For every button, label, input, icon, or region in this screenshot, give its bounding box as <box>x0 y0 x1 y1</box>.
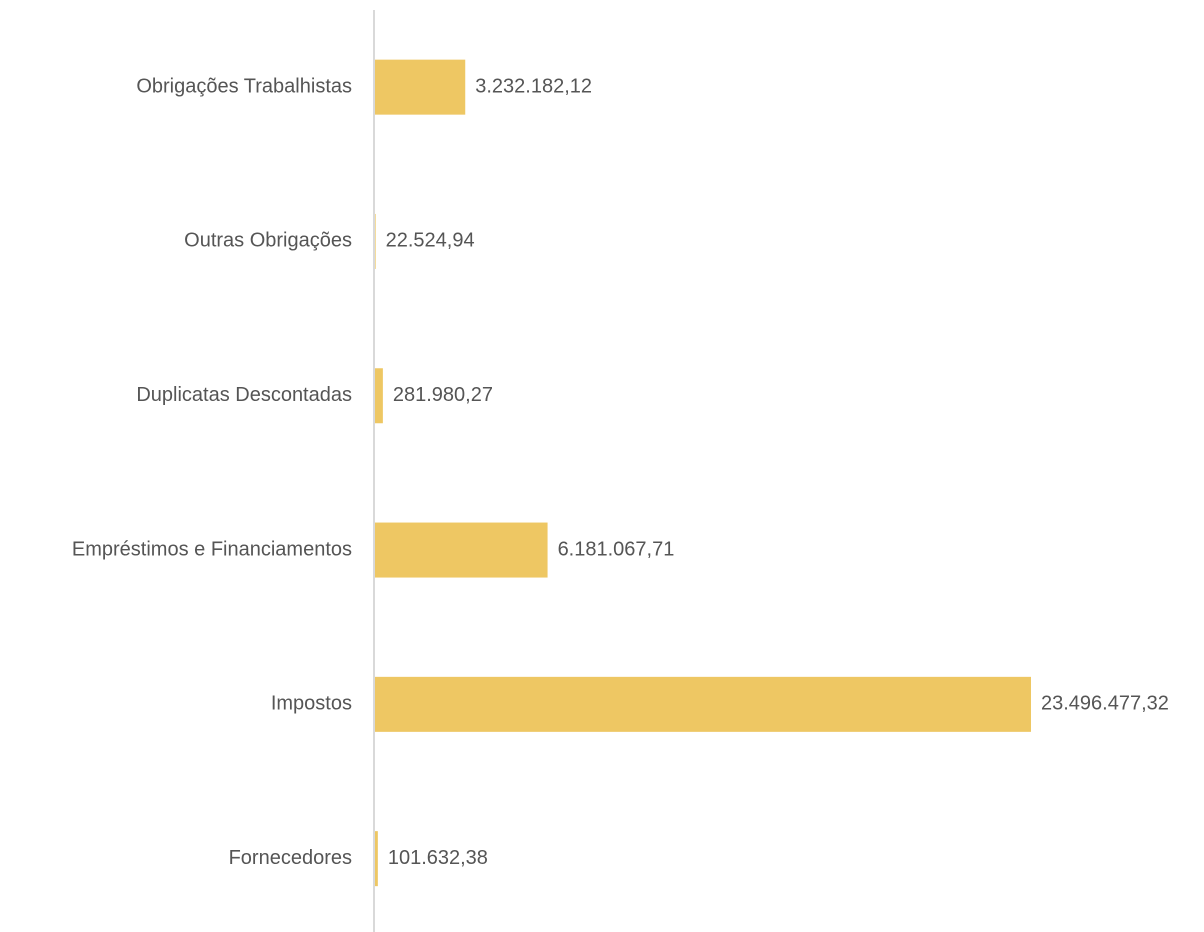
value-label: 23.496.477,32 <box>1041 693 1169 715</box>
value-label: 22.524,94 <box>386 230 475 252</box>
category-label: Impostos <box>271 693 352 715</box>
category-label: Empréstimos e Financiamentos <box>72 538 352 560</box>
value-label: 6.181.067,71 <box>558 538 675 560</box>
category-label: Duplicatas Descontadas <box>136 384 352 406</box>
value-label: 101.632,38 <box>388 847 488 869</box>
bar <box>375 831 378 887</box>
value-label: 3.232.182,12 <box>475 75 592 97</box>
bar <box>375 522 548 578</box>
bar <box>375 368 383 424</box>
bar <box>375 59 466 115</box>
value-label: 281.980,27 <box>393 384 493 406</box>
category-label: Outras Obrigações <box>184 230 352 252</box>
bar <box>375 213 376 269</box>
category-label: Fornecedores <box>229 847 352 869</box>
bar <box>375 676 1031 732</box>
category-label: Obrigações Trabalhistas <box>136 75 352 97</box>
